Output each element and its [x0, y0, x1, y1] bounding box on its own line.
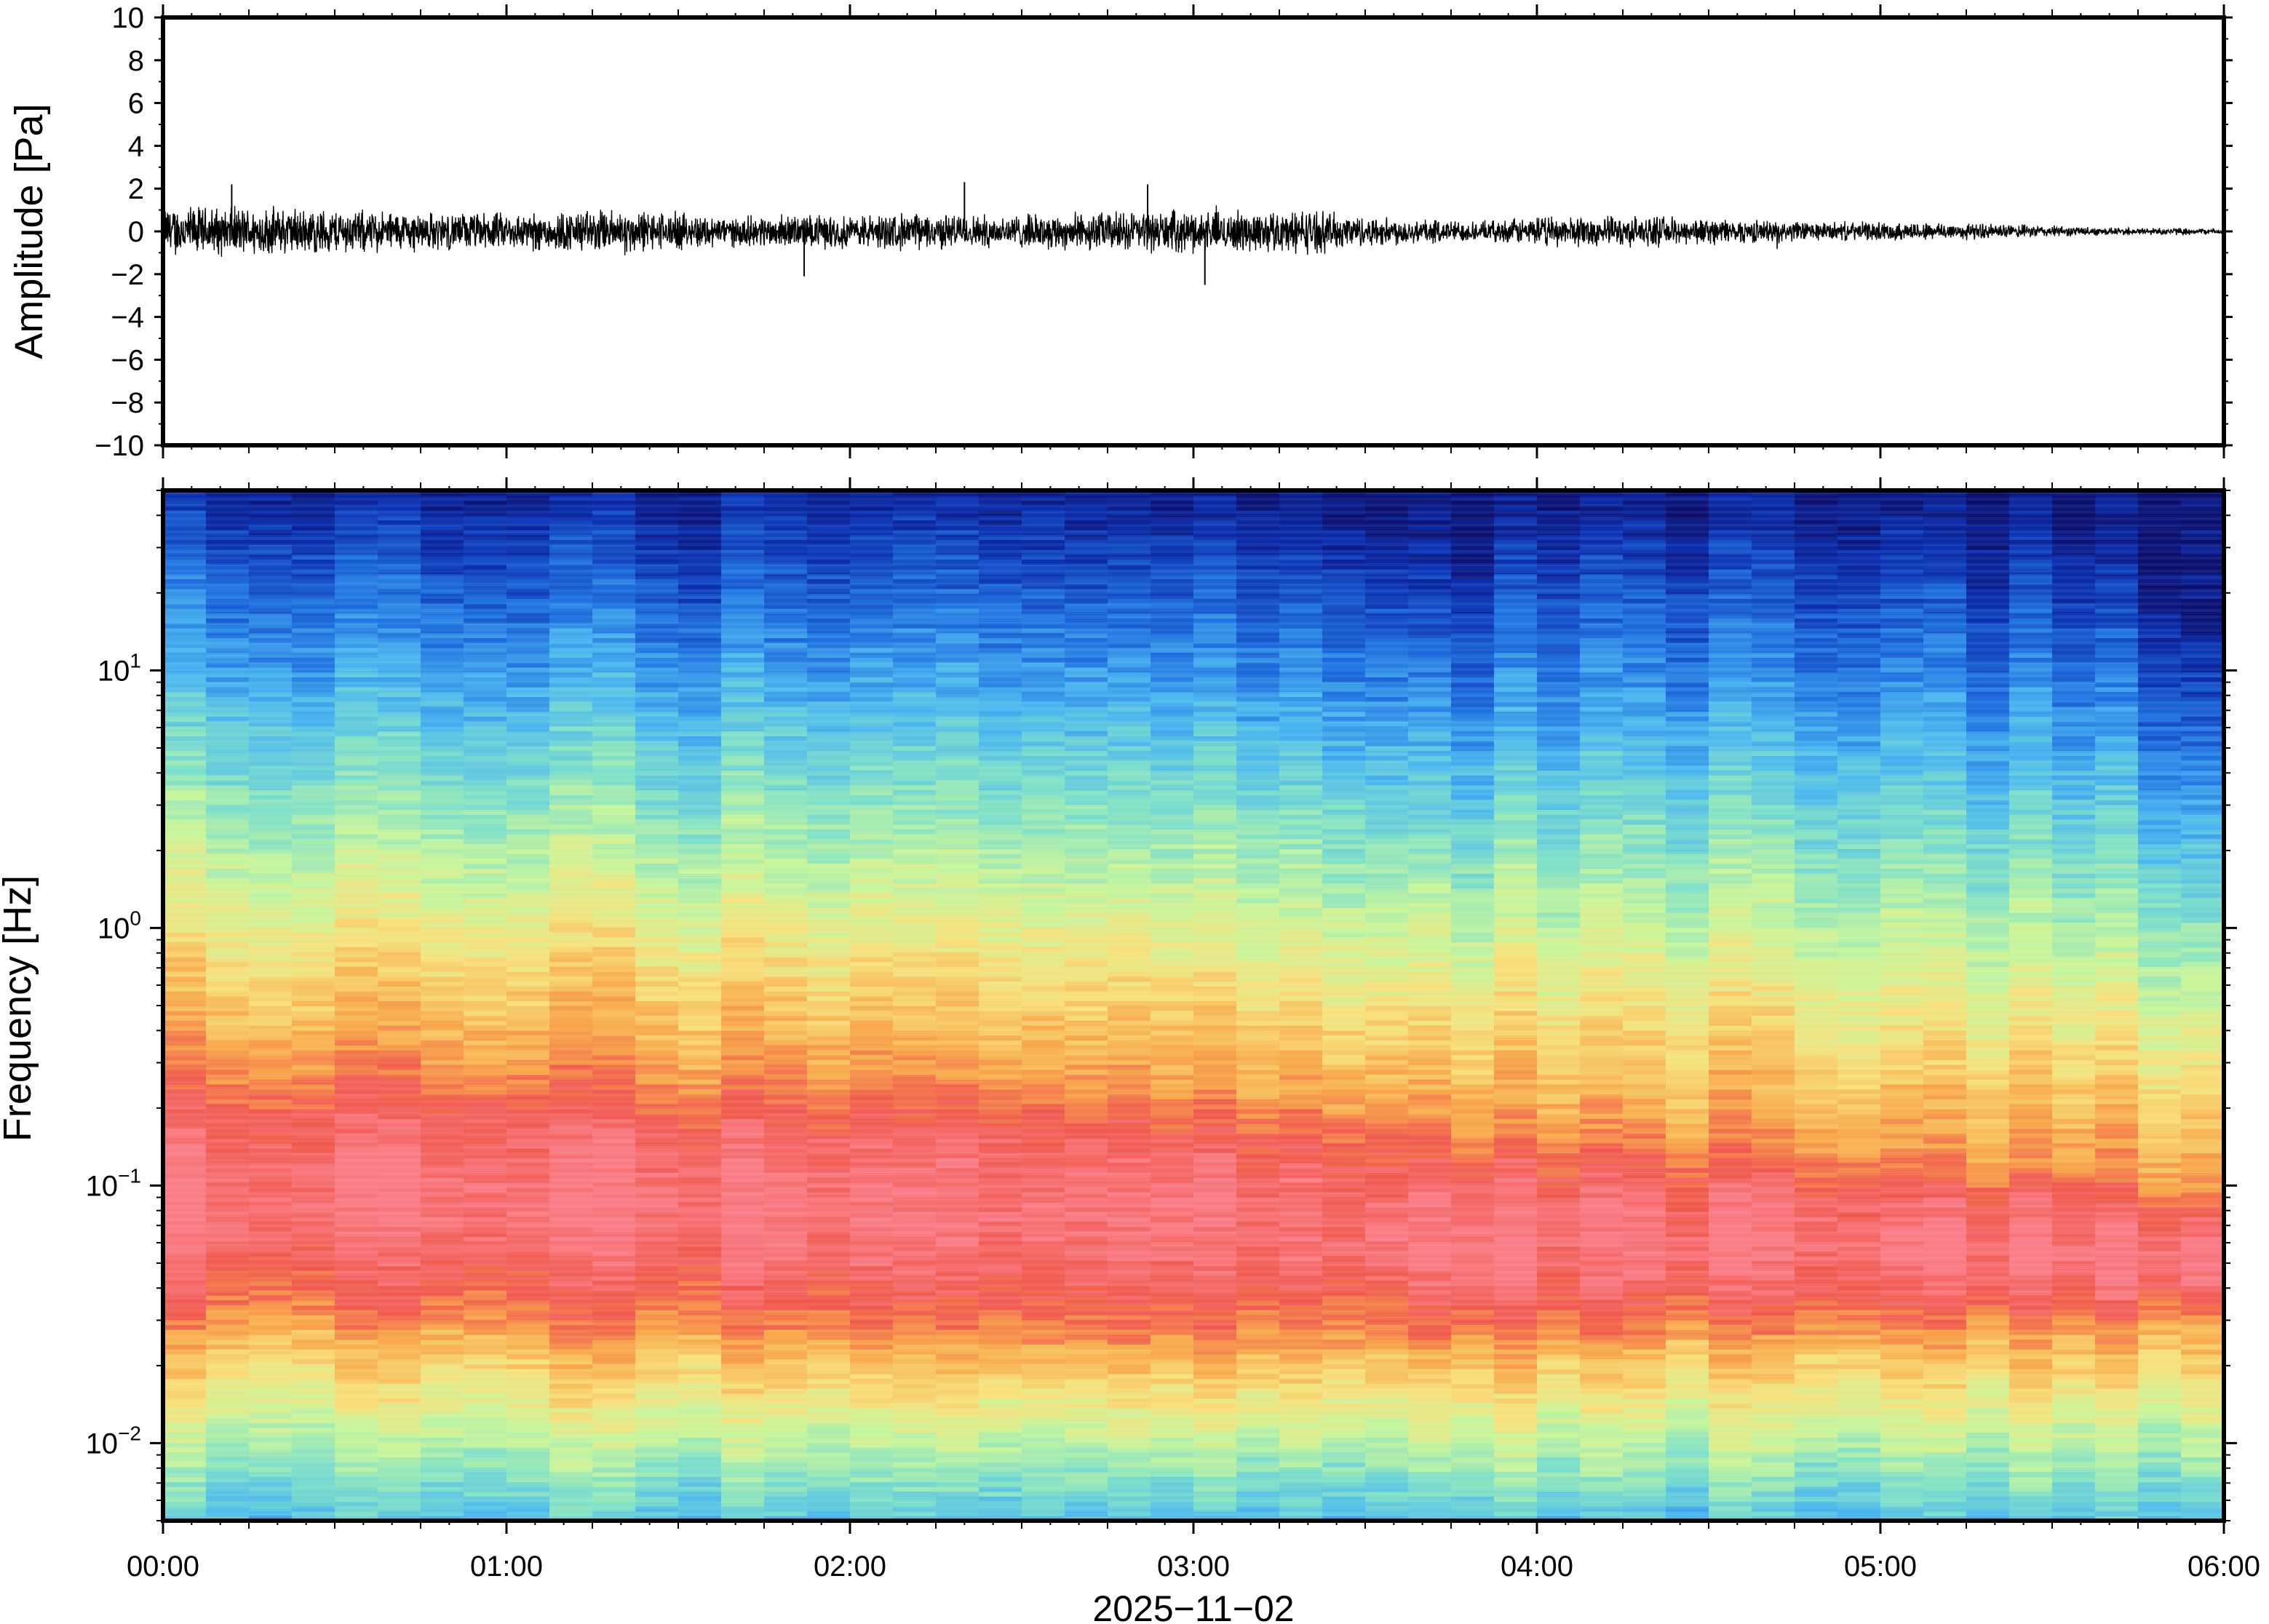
amplitude-tick-label: −10: [95, 430, 144, 462]
waveform-panel: 10 8 6 4 2 0 −2 −4 −6 −8 −10 Amplitude [Pa]: [7, 2, 2233, 462]
amplitude-tick-label: −6: [111, 344, 144, 376]
amplitude-tick-label: −8: [111, 387, 144, 419]
waveform-trace: [162, 182, 2225, 285]
amplitude-tick-label: 4: [128, 130, 144, 162]
amplitude-axis-title: Amplitude [Pa]: [7, 103, 51, 359]
amplitude-tick-label: 8: [128, 45, 144, 77]
amplitude-tick-label: −4: [111, 302, 144, 334]
amplitude-tick-label: −2: [111, 259, 144, 291]
amplitude-tick-label: 0: [128, 216, 144, 248]
amplitude-tick-label: 10: [112, 2, 145, 34]
amplitude-tick-label: 2: [128, 173, 144, 205]
waveform-frame: [161, 15, 2226, 447]
waveform-line: [162, 205, 2225, 257]
amplitude-tick-label: 6: [128, 88, 144, 120]
